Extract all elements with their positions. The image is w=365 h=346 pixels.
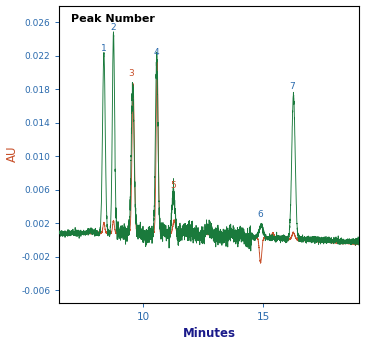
Text: 3: 3	[128, 70, 134, 79]
Text: 5: 5	[170, 181, 176, 190]
Text: Peak Number: Peak Number	[72, 15, 155, 25]
Text: 7: 7	[289, 82, 295, 91]
Text: 1: 1	[101, 44, 107, 53]
X-axis label: Minutes: Minutes	[183, 327, 236, 340]
Text: 2: 2	[111, 23, 116, 33]
Text: 6: 6	[257, 210, 263, 219]
Text: 4: 4	[154, 48, 160, 57]
Y-axis label: AU: AU	[5, 146, 19, 163]
